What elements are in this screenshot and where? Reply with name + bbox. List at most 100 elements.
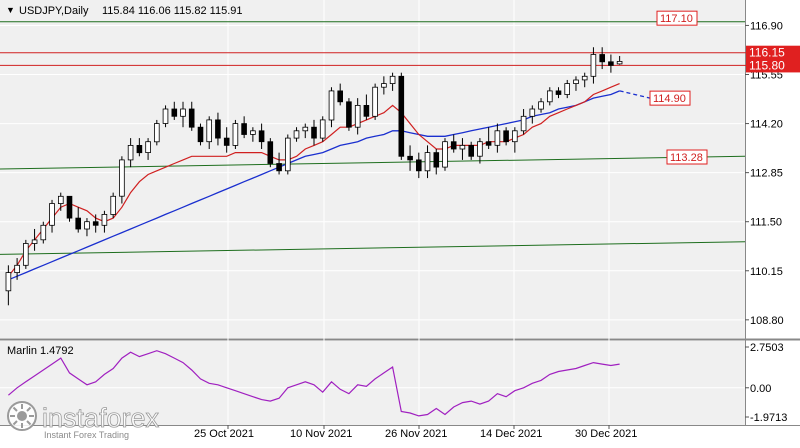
candle-body [180,108,186,117]
time-tick-label: 25 Oct 2021 [194,428,254,440]
candle-body [171,108,178,117]
main-pane-background [0,0,745,338]
indicator-title: Marlin 1.4792 [7,345,74,357]
candle-body [276,163,282,172]
candle-body [354,105,361,128]
price-label-text: 116.15 [749,46,785,60]
slow-ma-line [8,90,620,281]
candle-body [136,144,143,154]
candle-body [14,264,20,273]
candle-body [372,86,378,117]
candle-body [311,126,317,139]
price-tick-label: 112.85 [750,168,783,180]
candle-body [197,126,204,143]
candle-body [547,90,553,103]
slow-ma-projection [619,90,651,99]
price-tick-label: 108.80 [750,315,784,327]
candle-body [22,243,29,266]
candle-body [66,195,73,219]
price-label-text: 113.28 [670,152,703,164]
candle-body [468,144,474,157]
oscillator-tick-label: 0.00 [750,383,771,395]
candle-body [232,123,239,146]
oscillator-tick-label: -1.9713 [750,412,787,424]
candle-body [529,108,536,117]
grid [0,24,745,321]
candle-body [424,152,431,172]
candle-body [442,141,448,168]
candle-body [485,141,492,146]
time-axis: 25 Oct 2021 10 Nov 2021 26 Nov 2021 14 Dec … [194,425,637,440]
price-label-text: 114.90 [653,93,686,105]
symbol-label: USDJPY,Daily [19,5,89,17]
candle-body [5,272,12,292]
candle-body [162,108,169,124]
candle-body [40,224,47,241]
candle-body [616,61,623,65]
candle-body [381,83,387,88]
candle-body [110,195,117,215]
candle-body [363,105,370,117]
watermark-tagline: Instant Forex Trading [44,430,129,440]
price-label-box [656,10,698,26]
candle-body [573,79,579,84]
candle-body [223,137,230,146]
price-tick-label: 115.55 [750,70,783,82]
candle-body [153,123,160,143]
candle-body [215,119,221,139]
candle-body [49,203,55,226]
candle-body [433,152,440,168]
price-tick-label: 110.15 [750,266,783,278]
price-tick-label: 111.50 [750,217,782,229]
time-tick-label: 26 Nov 2021 [385,428,447,440]
candle-body [555,90,562,95]
candle-body [581,75,588,81]
price-label-text: 115.80 [749,58,785,72]
candle-body [389,75,396,85]
candle-body [284,137,291,172]
price-tick-label: 116.90 [750,20,783,32]
candles [5,47,623,306]
candle-body [250,130,256,135]
price-axis: 116.90 115.55 114.20 112.85 111.50 110.15 108.… [745,20,784,327]
candle-body [258,130,265,143]
fast-ma-line [7,83,620,277]
price-label-box [746,45,800,60]
oscillator-tick-label: 2.7503 [750,342,784,354]
candle-body [398,75,405,157]
candle-body [127,144,134,161]
candle-body [590,54,597,77]
price-label-box [746,58,800,73]
candle-body [494,130,501,146]
price-tick-label: 114.20 [750,119,783,131]
candle-body [302,126,309,132]
watermark-brand: instaforex [42,403,160,433]
candle-body [58,195,64,205]
ohlc-readout: 115.84 116.06 115.82 115.91 [102,5,242,17]
candle-body [477,141,483,157]
candle-body [450,141,457,150]
candle-body [188,108,195,128]
candle-body [459,144,466,150]
candle-body [407,155,413,161]
candle-body [75,217,82,230]
dropdown-arrow-icon[interactable]: ▼ [6,5,15,15]
moving-averages [7,83,651,281]
candle-body [206,119,213,143]
candle-body [119,159,125,197]
candle-body [241,123,247,135]
oscillator-line [8,350,620,417]
channel-line [0,241,746,255]
time-tick-label: 30 Dec 2021 [575,428,637,440]
candle-body [599,54,605,63]
candle-body [564,83,570,95]
price-label-box [666,149,708,165]
candle-body [346,101,352,128]
candle-body [31,239,38,244]
candle-body [608,61,614,66]
candle-body [145,141,151,153]
price-label-box [649,90,691,106]
